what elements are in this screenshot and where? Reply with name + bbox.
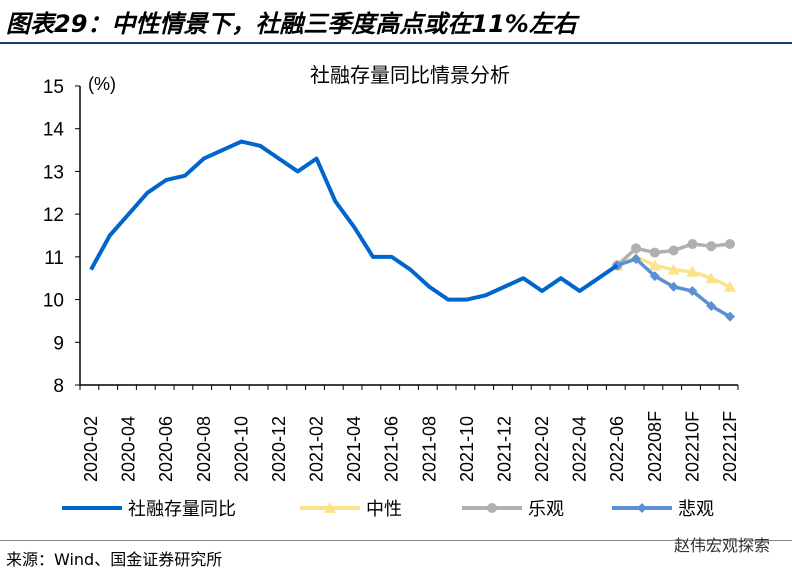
marker-diamond <box>725 311 735 322</box>
marker-triangle <box>648 259 661 271</box>
marker-triangle <box>667 263 680 275</box>
x-tick-label: 2020-12 <box>269 416 289 482</box>
x-tick-label: 2021-10 <box>457 416 477 482</box>
x-tick-label: 202210F <box>682 411 702 482</box>
legend-label: 乐观 <box>528 499 564 520</box>
marker-circle <box>649 247 660 258</box>
x-tick-label: 2021-12 <box>494 416 514 482</box>
x-tick-label: 2022-04 <box>570 416 590 482</box>
marker-diamond <box>668 281 679 292</box>
marker-circle <box>725 239 735 250</box>
marker-triangle <box>686 265 699 277</box>
legend-label: 社融存量同比 <box>128 499 236 520</box>
y-tick-label: 15 <box>43 77 64 98</box>
x-tick-label: 2021-02 <box>307 416 327 482</box>
y-tick-label: 12 <box>43 205 64 226</box>
y-tick-label: 8 <box>53 376 64 397</box>
marker-diamond <box>637 503 647 513</box>
legend-label: 悲观 <box>678 499 714 520</box>
x-tick-label: 2020-10 <box>231 416 251 482</box>
legend-label: 中性 <box>366 499 402 520</box>
x-tick-label: 2022-02 <box>532 416 552 482</box>
y-axis-label: (%) <box>88 74 116 94</box>
x-tick-label: 2020-08 <box>194 416 214 482</box>
marker-triangle <box>324 502 336 513</box>
marker-diamond <box>631 253 642 264</box>
x-tick-label: 2021-04 <box>344 416 364 482</box>
source-note: 来源：Wind、国金证券研究所 <box>6 550 223 569</box>
x-tick-label: 2021-08 <box>419 416 439 482</box>
y-tick-label: 13 <box>43 162 64 183</box>
marker-circle <box>668 245 679 256</box>
figure-title: 图表29：中性情景下，社融三季度高点或在11%左右 <box>6 10 577 38</box>
y-tick-label: 10 <box>43 291 64 312</box>
x-tick-label: 2020-04 <box>119 416 139 482</box>
x-tick-label: 202212F <box>720 411 740 482</box>
marker-triangle <box>705 272 718 284</box>
x-tick-label: 2020-02 <box>81 416 101 482</box>
watermark: 赵伟宏观探索 <box>673 536 770 555</box>
marker-diamond <box>649 271 660 282</box>
x-tick-label: 2022-06 <box>607 416 627 482</box>
marker-circle <box>706 241 717 252</box>
marker-triangle <box>724 280 736 292</box>
y-tick-label: 9 <box>53 333 64 354</box>
marker-circle <box>687 239 698 250</box>
x-tick-label: 202208F <box>645 411 665 482</box>
y-tick-label: 14 <box>43 120 65 141</box>
footer-rule <box>0 540 792 541</box>
marker-diamond <box>687 286 698 297</box>
title-rule <box>0 42 792 44</box>
y-tick-label: 11 <box>44 248 64 269</box>
x-tick-label: 2021-06 <box>382 416 402 482</box>
marker-circle <box>631 243 642 254</box>
x-tick-label: 2020-06 <box>156 416 176 482</box>
marker-diamond <box>706 300 717 311</box>
chart-title: 社融存量同比情景分析 <box>310 63 510 87</box>
series-line-0 <box>89 139 619 302</box>
marker-circle <box>487 503 497 513</box>
